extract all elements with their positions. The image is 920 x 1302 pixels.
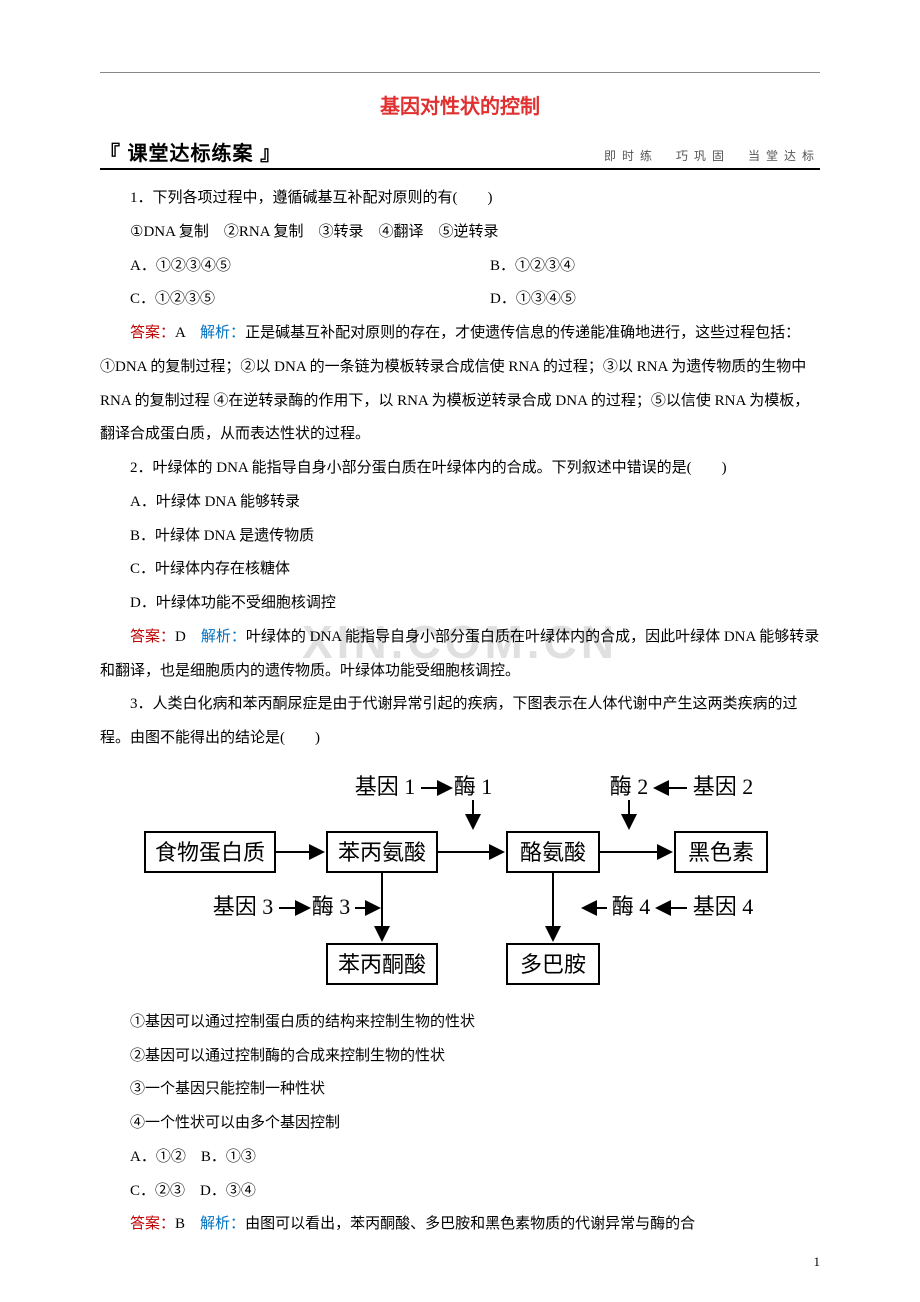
explain-label: 解析： bbox=[201, 629, 246, 645]
svg-text:多巴胺: 多巴胺 bbox=[520, 952, 586, 977]
q3-s4: ④一个性状可以由多个基因控制 bbox=[100, 1107, 820, 1141]
q2-opt-b: B．叶绿体 DNA 是遗传物质 bbox=[100, 520, 820, 554]
section-header: 『 课堂达标练案 』 即时练 巧巩固 当堂达标 bbox=[100, 137, 820, 170]
q2-answer: 答案：D 解析：叶绿体的 DNA 能指导自身小部分蛋白质在叶绿体内的合成，因此叶… bbox=[100, 621, 820, 689]
q1-opt-b: B．①②③④ bbox=[460, 250, 820, 284]
svg-text:基因 3: 基因 3 bbox=[213, 894, 274, 919]
answer-label: 答案： bbox=[130, 1216, 175, 1232]
section-right: 即时练 巧巩固 当堂达标 bbox=[604, 147, 820, 166]
q3-ans: B bbox=[175, 1216, 185, 1232]
q3-opt-c: C．②③ bbox=[130, 1183, 185, 1199]
q3-opts-cd: C．②③ D．③④ bbox=[100, 1175, 820, 1209]
q1-stem: 1．下列各项过程中，遵循碱基互补配对原则的有( ) bbox=[100, 182, 820, 216]
q1-opt-a: A．①②③④⑤ bbox=[100, 250, 460, 284]
q2-ans: D bbox=[175, 629, 186, 645]
q1-ans: A bbox=[175, 325, 185, 341]
svg-text:酶 3: 酶 3 bbox=[312, 894, 351, 919]
q3-opts-ab: A．①② B．①③ bbox=[100, 1141, 820, 1175]
q3-s1: ①基因可以通过控制蛋白质的结构来控制生物的性状 bbox=[100, 1006, 820, 1040]
svg-text:基因 2: 基因 2 bbox=[693, 774, 754, 799]
q3-opt-d: D．③④ bbox=[200, 1183, 256, 1199]
explain-label: 解析： bbox=[200, 325, 245, 341]
svg-text:苯丙氨酸: 苯丙氨酸 bbox=[338, 840, 426, 865]
q1-answer: 答案：A 解析：正是碱基互补配对原则的存在，才使遗传信息的传递能准确地进行，这些… bbox=[100, 317, 820, 452]
q3-opt-b: B．①③ bbox=[201, 1149, 256, 1165]
svg-text:基因 4: 基因 4 bbox=[693, 894, 754, 919]
svg-text:苯丙酮酸: 苯丙酮酸 bbox=[338, 952, 426, 977]
document-title: 基因对性状的控制 bbox=[100, 90, 820, 119]
svg-text:酪氨酸: 酪氨酸 bbox=[520, 840, 586, 865]
q2-opt-c: C．叶绿体内存在核糖体 bbox=[100, 553, 820, 587]
metabolism-diagram: 食物蛋白质 苯丙氨酸 酪氨酸 黑色素苯丙酮酸 多巴胺 基因 1 酶 1 酶 2 基因 2 基因 3… bbox=[100, 768, 820, 994]
svg-text:基因 1: 基因 1 bbox=[355, 774, 416, 799]
q2-opt-d: D．叶绿体功能不受细胞核调控 bbox=[100, 587, 820, 621]
svg-text:酶 4: 酶 4 bbox=[612, 894, 651, 919]
q3-s3: ③一个基因只能控制一种性状 bbox=[100, 1073, 820, 1107]
q3-exp: 由图可以看出，苯丙酮酸、多巴胺和黑色素物质的代谢异常与酶的合 bbox=[245, 1216, 695, 1232]
answer-label: 答案： bbox=[130, 325, 175, 341]
q2-stem: 2．叶绿体的 DNA 能指导自身小部分蛋白质在叶绿体内的合成。下列叙述中错误的是… bbox=[100, 452, 820, 486]
explain-label: 解析： bbox=[200, 1216, 245, 1232]
q2-opt-a: A．叶绿体 DNA 能够转录 bbox=[100, 486, 820, 520]
svg-text:食物蛋白质: 食物蛋白质 bbox=[155, 840, 265, 865]
q3-opt-a: A．①② bbox=[130, 1149, 186, 1165]
q1-opt-c: C．①②③⑤ bbox=[100, 283, 460, 317]
q1-opt-d: D．①③④⑤ bbox=[460, 283, 820, 317]
q1-items: ①DNA 复制 ②RNA 复制 ③转录 ④翻译 ⑤逆转录 bbox=[100, 216, 820, 250]
answer-label: 答案： bbox=[130, 629, 175, 645]
q3-stem: 3．人类白化病和苯丙酮尿症是由于代谢异常引起的疾病，下图表示在人体代谢中产生这两… bbox=[100, 688, 820, 756]
svg-text:黑色素: 黑色素 bbox=[688, 840, 754, 865]
q1-exp: 正是碱基互补配对原则的存在，才使遗传信息的传递能准确地进行，这些过程包括：①DN… bbox=[100, 325, 809, 442]
svg-text:酶 1: 酶 1 bbox=[454, 774, 493, 799]
svg-text:酶 2: 酶 2 bbox=[610, 774, 649, 799]
page-number: 1 bbox=[814, 1254, 821, 1270]
section-left: 『 课堂达标练案 』 bbox=[100, 137, 281, 166]
q3-s2: ②基因可以通过控制酶的合成来控制生物的性状 bbox=[100, 1040, 820, 1074]
q3-answer: 答案：B 解析：由图可以看出，苯丙酮酸、多巴胺和黑色素物质的代谢异常与酶的合 bbox=[100, 1208, 820, 1242]
